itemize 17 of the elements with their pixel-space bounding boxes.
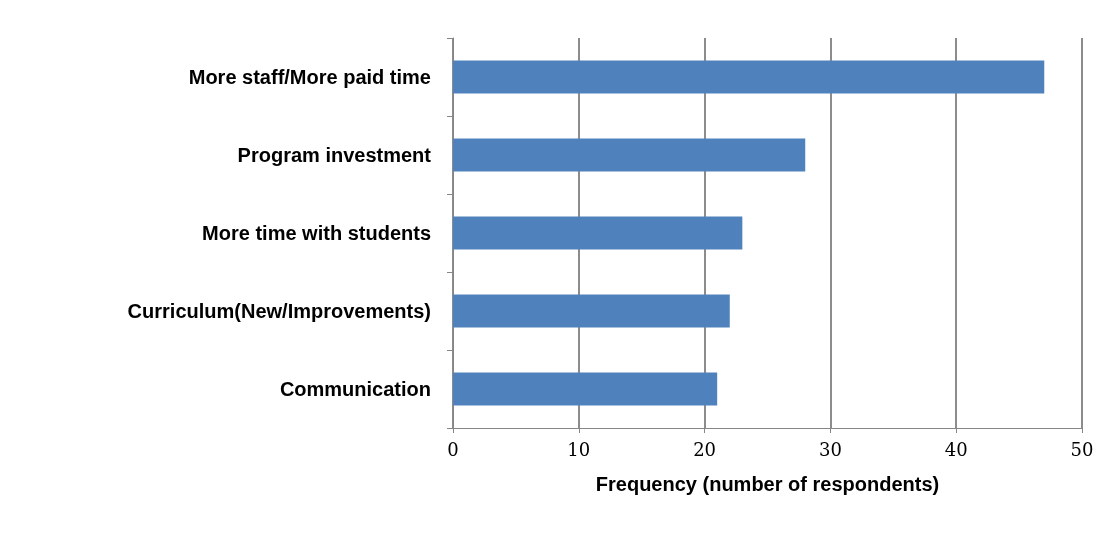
x-tick-label: 0 (447, 438, 459, 460)
bar (453, 294, 730, 328)
y-tick-label: Communication (279, 378, 431, 400)
y-tick-label: Program investment (237, 144, 432, 166)
bar (453, 372, 718, 406)
y-tick-label: Curriculum(New/Improvements) (127, 300, 431, 322)
bar (453, 60, 1045, 94)
x-tick-label: 20 (693, 438, 717, 460)
x-tick-label: 40 (944, 438, 968, 460)
bar (453, 138, 806, 172)
x-tick-label: 10 (567, 438, 591, 460)
x-axis-title: Frequency (number of respondents) (595, 473, 940, 495)
bar (453, 216, 743, 250)
x-tick-label: 30 (818, 438, 842, 460)
y-tick-label: More staff/More paid time (188, 66, 431, 88)
y-tick-label: More time with students (202, 222, 431, 244)
x-tick-label: 50 (1070, 438, 1094, 460)
